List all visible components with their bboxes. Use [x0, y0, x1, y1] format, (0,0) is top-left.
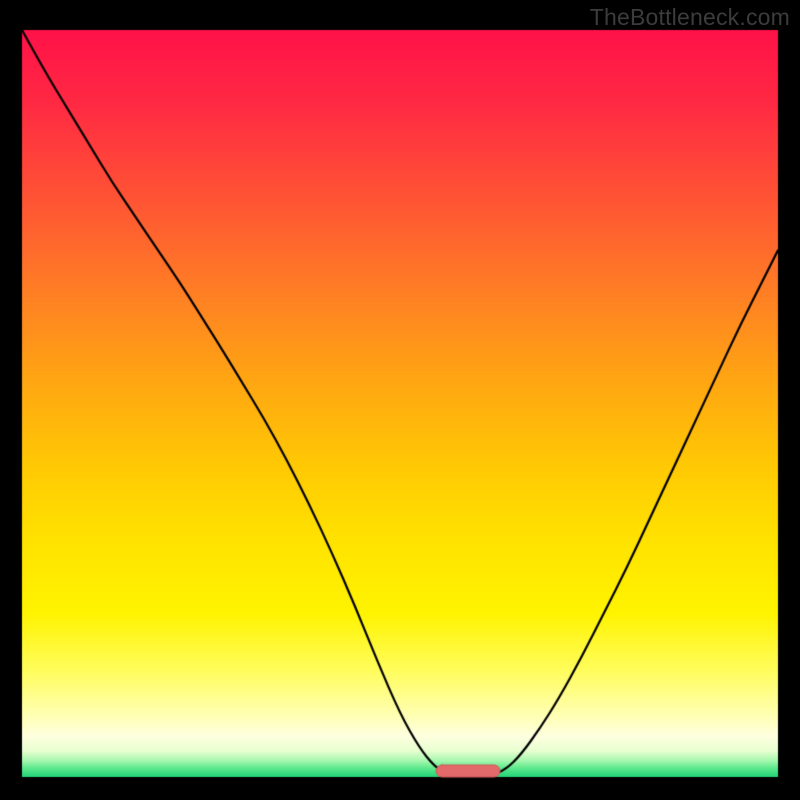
watermark-text: TheBottleneck.com — [590, 4, 790, 31]
bottleneck-curve-chart — [0, 0, 800, 800]
chart-stage: TheBottleneck.com — [0, 0, 800, 800]
